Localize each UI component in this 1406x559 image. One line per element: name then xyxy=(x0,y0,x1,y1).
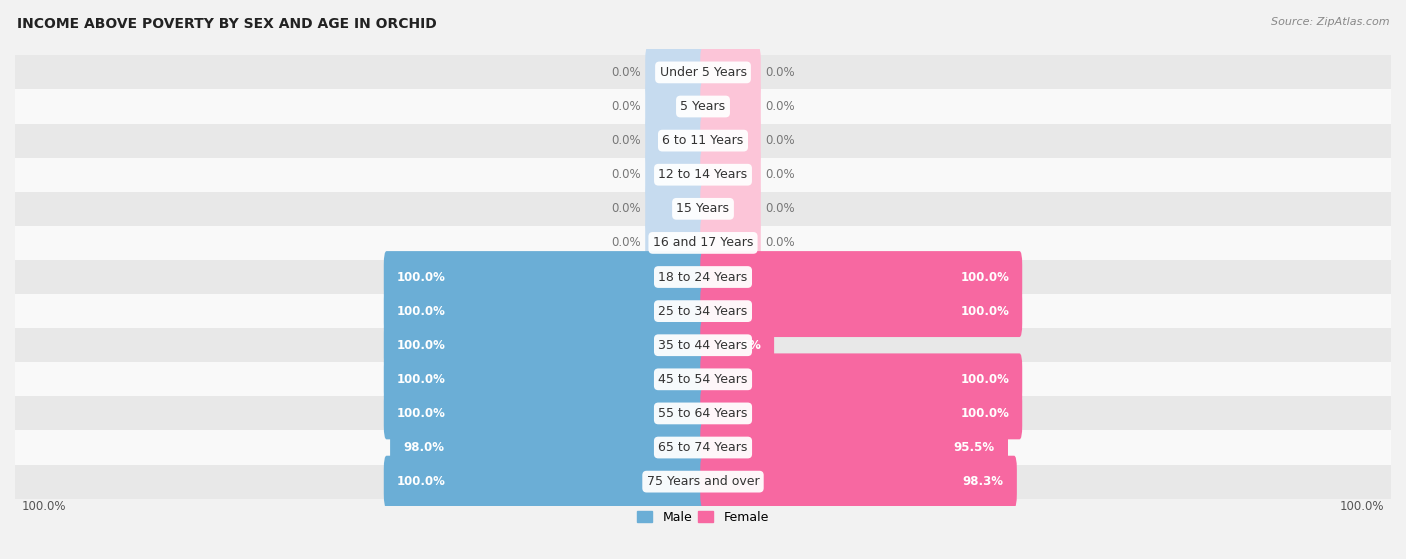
FancyBboxPatch shape xyxy=(15,362,1391,396)
Text: 100.0%: 100.0% xyxy=(1340,500,1384,513)
FancyBboxPatch shape xyxy=(700,421,1008,473)
Text: 0.0%: 0.0% xyxy=(765,168,794,181)
FancyBboxPatch shape xyxy=(15,260,1391,294)
Text: 100.0%: 100.0% xyxy=(396,339,446,352)
Text: 0.0%: 0.0% xyxy=(765,134,794,147)
FancyBboxPatch shape xyxy=(700,387,1022,439)
FancyBboxPatch shape xyxy=(15,158,1391,192)
Text: 21.6%: 21.6% xyxy=(720,339,761,352)
Text: INCOME ABOVE POVERTY BY SEX AND AGE IN ORCHID: INCOME ABOVE POVERTY BY SEX AND AGE IN O… xyxy=(17,17,437,31)
Text: 100.0%: 100.0% xyxy=(396,475,446,488)
FancyBboxPatch shape xyxy=(700,285,1022,337)
FancyBboxPatch shape xyxy=(15,465,1391,499)
Text: 0.0%: 0.0% xyxy=(765,236,794,249)
FancyBboxPatch shape xyxy=(384,285,706,337)
Text: 15 Years: 15 Years xyxy=(676,202,730,215)
FancyBboxPatch shape xyxy=(700,217,761,269)
FancyBboxPatch shape xyxy=(645,149,706,201)
Text: 100.0%: 100.0% xyxy=(396,305,446,318)
Legend: Male, Female: Male, Female xyxy=(633,506,773,529)
FancyBboxPatch shape xyxy=(15,396,1391,430)
Text: 0.0%: 0.0% xyxy=(612,168,641,181)
FancyBboxPatch shape xyxy=(15,328,1391,362)
Text: 6 to 11 Years: 6 to 11 Years xyxy=(662,134,744,147)
Text: 100.0%: 100.0% xyxy=(396,271,446,283)
Text: 12 to 14 Years: 12 to 14 Years xyxy=(658,168,748,181)
FancyBboxPatch shape xyxy=(700,115,761,167)
Text: 100.0%: 100.0% xyxy=(960,271,1010,283)
Text: 18 to 24 Years: 18 to 24 Years xyxy=(658,271,748,283)
Text: 100.0%: 100.0% xyxy=(22,500,66,513)
Text: 0.0%: 0.0% xyxy=(612,134,641,147)
Text: 65 to 74 Years: 65 to 74 Years xyxy=(658,441,748,454)
Text: 95.5%: 95.5% xyxy=(953,441,995,454)
Text: 0.0%: 0.0% xyxy=(612,100,641,113)
FancyBboxPatch shape xyxy=(389,421,706,473)
Text: 98.3%: 98.3% xyxy=(963,475,1004,488)
FancyBboxPatch shape xyxy=(700,251,1022,303)
FancyBboxPatch shape xyxy=(700,319,775,371)
Text: 16 and 17 Years: 16 and 17 Years xyxy=(652,236,754,249)
Text: 55 to 64 Years: 55 to 64 Years xyxy=(658,407,748,420)
FancyBboxPatch shape xyxy=(645,46,706,98)
FancyBboxPatch shape xyxy=(645,217,706,269)
FancyBboxPatch shape xyxy=(700,183,761,235)
FancyBboxPatch shape xyxy=(15,430,1391,465)
FancyBboxPatch shape xyxy=(700,46,761,98)
Text: 0.0%: 0.0% xyxy=(765,202,794,215)
Text: 75 Years and over: 75 Years and over xyxy=(647,475,759,488)
FancyBboxPatch shape xyxy=(15,89,1391,124)
Text: 0.0%: 0.0% xyxy=(612,202,641,215)
Text: 100.0%: 100.0% xyxy=(396,407,446,420)
Text: 5 Years: 5 Years xyxy=(681,100,725,113)
Text: 0.0%: 0.0% xyxy=(765,66,794,79)
FancyBboxPatch shape xyxy=(645,115,706,167)
Text: 98.0%: 98.0% xyxy=(404,441,444,454)
FancyBboxPatch shape xyxy=(384,387,706,439)
Text: 100.0%: 100.0% xyxy=(960,407,1010,420)
FancyBboxPatch shape xyxy=(645,183,706,235)
Text: 25 to 34 Years: 25 to 34 Years xyxy=(658,305,748,318)
Text: 45 to 54 Years: 45 to 54 Years xyxy=(658,373,748,386)
FancyBboxPatch shape xyxy=(384,319,706,371)
Text: 100.0%: 100.0% xyxy=(960,373,1010,386)
FancyBboxPatch shape xyxy=(15,124,1391,158)
Text: Under 5 Years: Under 5 Years xyxy=(659,66,747,79)
FancyBboxPatch shape xyxy=(15,226,1391,260)
Text: 0.0%: 0.0% xyxy=(765,100,794,113)
FancyBboxPatch shape xyxy=(700,149,761,201)
FancyBboxPatch shape xyxy=(15,55,1391,89)
FancyBboxPatch shape xyxy=(700,80,761,132)
FancyBboxPatch shape xyxy=(700,353,1022,405)
Text: 0.0%: 0.0% xyxy=(612,66,641,79)
FancyBboxPatch shape xyxy=(700,456,1017,508)
Text: 0.0%: 0.0% xyxy=(612,236,641,249)
FancyBboxPatch shape xyxy=(384,353,706,405)
FancyBboxPatch shape xyxy=(645,80,706,132)
Text: 100.0%: 100.0% xyxy=(396,373,446,386)
FancyBboxPatch shape xyxy=(15,294,1391,328)
FancyBboxPatch shape xyxy=(384,456,706,508)
FancyBboxPatch shape xyxy=(384,251,706,303)
Text: 100.0%: 100.0% xyxy=(960,305,1010,318)
Text: Source: ZipAtlas.com: Source: ZipAtlas.com xyxy=(1271,17,1389,27)
FancyBboxPatch shape xyxy=(15,192,1391,226)
Text: 35 to 44 Years: 35 to 44 Years xyxy=(658,339,748,352)
